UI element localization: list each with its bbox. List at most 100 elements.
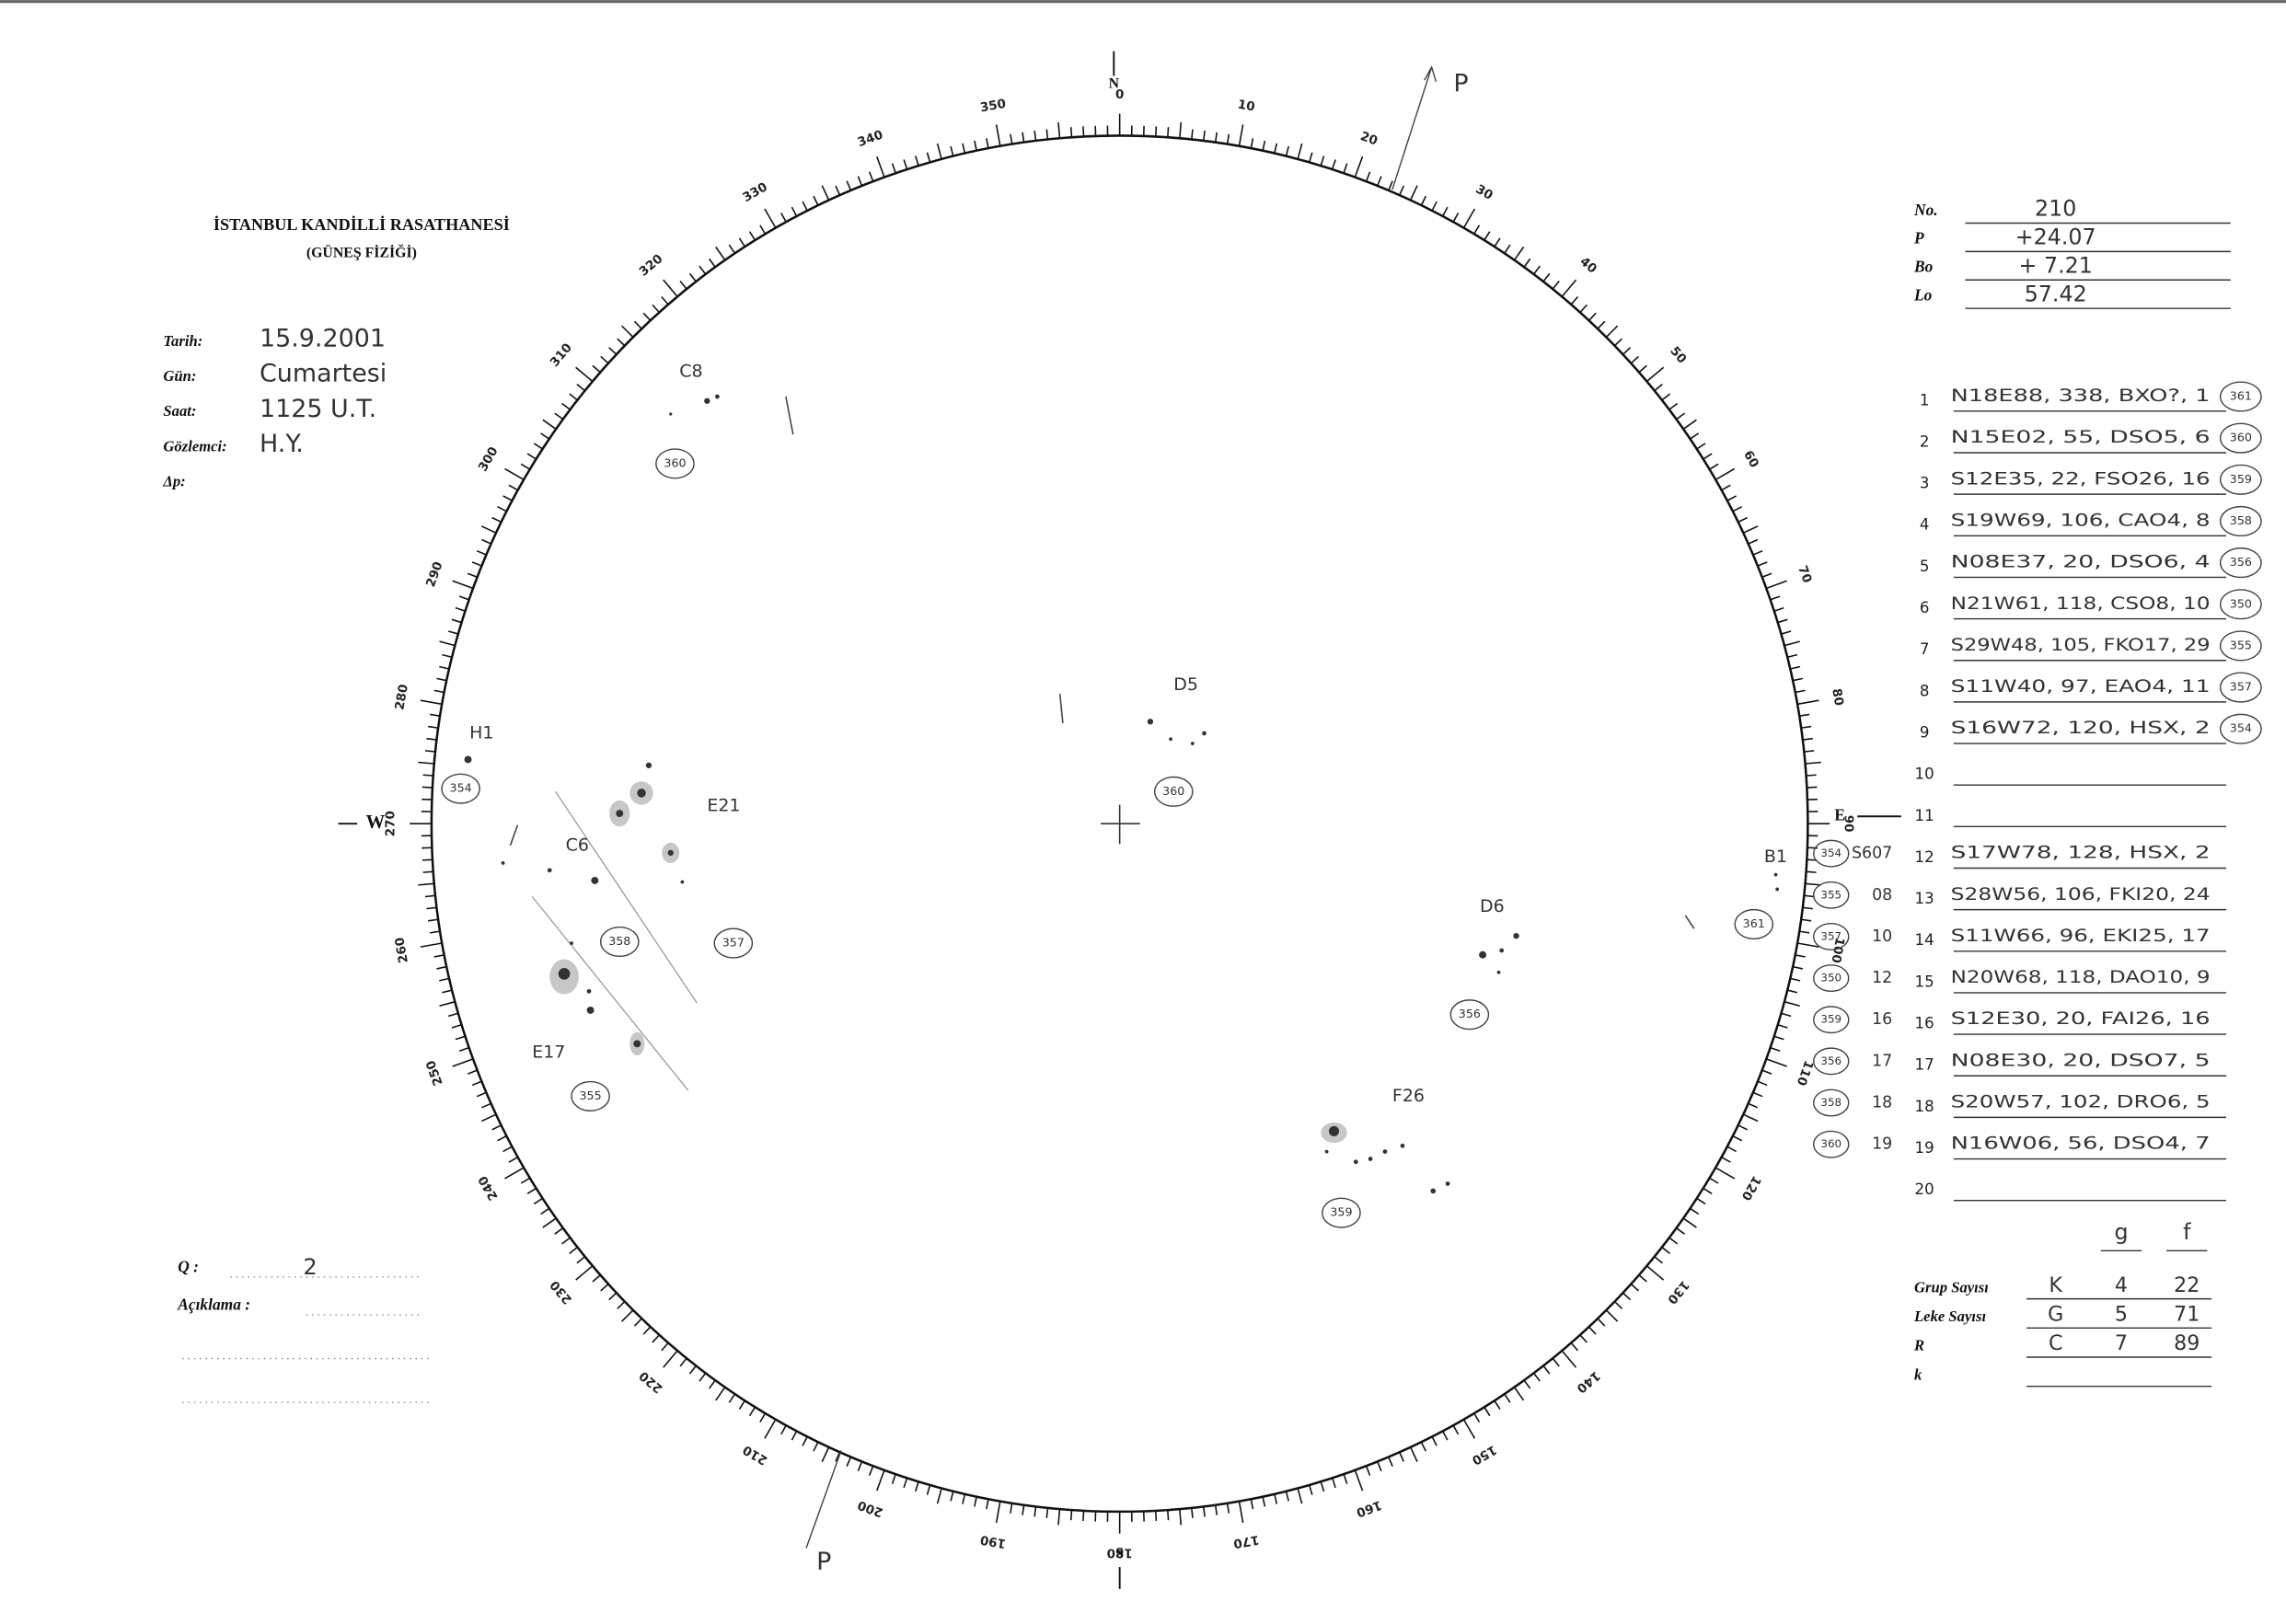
- row-note: 08: [1872, 886, 1892, 904]
- degree-tick: [1645, 366, 1665, 383]
- field-label: Gözlemci:: [163, 437, 226, 455]
- degree-tick: [715, 246, 726, 261]
- degree-tick: [1388, 1457, 1393, 1467]
- degree-tick: [1542, 1365, 1551, 1375]
- degree-tick: [1154, 1510, 1158, 1521]
- degree-tick: [1777, 618, 1788, 624]
- degree-tick: [451, 618, 462, 624]
- degree-tick: [1645, 1265, 1665, 1281]
- row-note: S607: [1852, 845, 1892, 863]
- group-badge-ring: [1153, 776, 1194, 807]
- degree-tick: [652, 304, 660, 314]
- group-label: D6: [1480, 896, 1505, 916]
- degree-tick: [1262, 140, 1266, 151]
- degree-tick: [1462, 1419, 1476, 1439]
- summary-label: Grup Sayısı: [1914, 1278, 1989, 1296]
- row-badge-ring: [2219, 464, 2262, 495]
- observation-fields: Tarih: 15.9.2001 Gün: Cumartesi Saat: 1125 U.…: [162, 325, 387, 490]
- degree-tick: [480, 525, 497, 534]
- degree-tick: [728, 1393, 736, 1403]
- row-badge: 354: [2230, 721, 2252, 735]
- degree-tick: [526, 453, 537, 460]
- row-prefix-badge: 350: [1820, 972, 1842, 985]
- spot: [645, 762, 652, 768]
- degree-tick: [561, 402, 571, 410]
- group-badge-ring: [571, 1080, 610, 1111]
- degree-tick: [436, 677, 447, 682]
- degree-tick: [1523, 1379, 1531, 1389]
- degree-tick: [1513, 1387, 1525, 1401]
- degree-tick: [1804, 750, 1815, 753]
- degree-tick: [1331, 1478, 1336, 1489]
- degree-tick: [452, 1058, 474, 1067]
- row-number: 6: [1920, 599, 1930, 616]
- summary-table: g f Grup Sayısı K 4 22 Leke Sayısı G 5 71 R C 7 89 k: [1913, 1219, 2212, 1388]
- group-label: C6: [566, 835, 589, 855]
- degree-tick: [418, 882, 434, 886]
- degree-tick: [1388, 180, 1393, 191]
- degree-tick: [1179, 121, 1183, 139]
- degree-tick: [1250, 1499, 1254, 1510]
- parameter-value: 210: [2035, 196, 2076, 222]
- summary-letter: K: [2049, 1273, 2062, 1297]
- degree-tick: [1579, 304, 1588, 314]
- row-badge-ring: [2219, 547, 2262, 579]
- degree-tick: [926, 152, 931, 163]
- degree-tick: [1420, 195, 1427, 206]
- degree-tick: [1533, 265, 1541, 275]
- degree-tick: [876, 155, 885, 178]
- degree-tick: [764, 208, 777, 229]
- degree-tick: [554, 1227, 564, 1235]
- degree-tick: [748, 231, 756, 241]
- degree-tick: [1561, 279, 1577, 297]
- degree-tick: [1696, 1197, 1706, 1205]
- degree-tick: [1354, 1469, 1364, 1492]
- degree-tick: [442, 653, 453, 659]
- degree-tick: [526, 1187, 537, 1194]
- row-number: 17: [1915, 1056, 1934, 1074]
- degree-tick: [1795, 689, 1806, 694]
- degree-tick: [1377, 1461, 1382, 1472]
- degree-tick: [1721, 484, 1731, 491]
- group-label: E21: [707, 796, 740, 816]
- degree-tick: [821, 1446, 830, 1462]
- row-number: 19: [1915, 1139, 1934, 1157]
- degree-tick: [1766, 580, 1787, 590]
- degree-tick: [642, 312, 652, 321]
- degree-tick: [576, 384, 586, 392]
- degree-tick: [1274, 143, 1278, 154]
- degree-tick: [1441, 1431, 1449, 1441]
- degree-tick: [876, 1469, 885, 1492]
- degree-tick: [1752, 1091, 1763, 1098]
- summary-f: 22: [2174, 1273, 2199, 1297]
- degree-tick: [835, 1451, 841, 1462]
- spot: [669, 412, 673, 416]
- summary-g: 7: [2115, 1331, 2128, 1355]
- spot: [501, 861, 505, 865]
- pole-label: P: [1453, 69, 1468, 98]
- field-value: 15.9.2001: [260, 325, 386, 353]
- row-number: 5: [1920, 558, 1930, 575]
- row-badge-ring: [2219, 422, 2262, 454]
- degree-tick: [455, 606, 466, 612]
- degree-tick: [1799, 930, 1810, 934]
- degree-label: 90: [1842, 815, 1855, 833]
- row-number: 20: [1915, 1181, 1934, 1198]
- degree-tick: [1795, 954, 1806, 958]
- degree-tick: [1214, 1504, 1218, 1515]
- degree-tick: [1622, 1292, 1632, 1301]
- degree-tick: [561, 1237, 571, 1245]
- row-number: 2: [1920, 432, 1930, 450]
- row-badge: 357: [2230, 680, 2252, 694]
- spot: [1190, 742, 1195, 745]
- degree-tick: [1045, 129, 1049, 140]
- row-note: 10: [1872, 927, 1892, 946]
- degree-tick: [608, 347, 618, 355]
- group-badge-ring: [1449, 999, 1490, 1031]
- degree-tick: [533, 443, 543, 450]
- degree-tick: [1473, 1412, 1481, 1423]
- degree-tick: [1226, 133, 1230, 144]
- degree-tick: [1588, 1326, 1597, 1335]
- row-prefix-badge: 356: [1820, 1054, 1842, 1067]
